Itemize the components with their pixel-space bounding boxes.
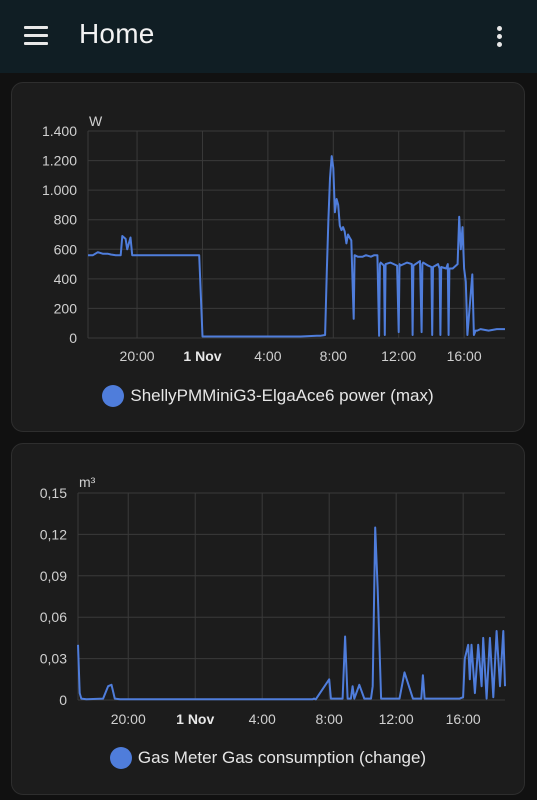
y-tick-label: 0,06	[40, 609, 67, 625]
gas-history-card: 0 0,03 0,06 0,09 0,12 0,15 20:00 1 Nov 4:00 8:00 1…	[11, 443, 525, 795]
legend-swatch	[102, 385, 125, 407]
y-tick-label: 0	[69, 330, 77, 346]
y-axis-unit: m³	[79, 474, 96, 490]
y-axis-unit: W	[89, 113, 103, 129]
x-tick-label: 16:00	[446, 711, 481, 727]
legend-label: Gas Meter Gas consumption (change)	[137, 748, 427, 767]
x-tick-label: 20:00	[120, 348, 155, 364]
y-tick-label: 400	[54, 271, 78, 287]
y-tick-label: 0,03	[40, 651, 67, 667]
chart-legend[interactable]: ShellyPMMiniG3-ElgaAce6 power (max)	[12, 385, 524, 407]
y-tick-label: 0,09	[40, 568, 67, 584]
x-tick-label: 8:00	[320, 348, 347, 364]
series-line[interactable]	[77, 526, 506, 701]
x-tick-label: 12:00	[381, 348, 416, 364]
chart-legend[interactable]: Gas Meter Gas consumption (change)	[12, 747, 524, 769]
y-tick-label: 600	[54, 241, 78, 257]
power-history-chart[interactable]: 0 200 400 600 800 1.000 1.200 1.400 20:00 1 Nov 4:…	[12, 83, 525, 432]
x-tick-label: 12:00	[379, 711, 414, 727]
page-title: Home	[79, 18, 155, 49]
x-tick-label: 1 Nov	[176, 711, 214, 727]
x-tick-label: 4:00	[249, 711, 276, 727]
y-tick-label: 0	[59, 692, 67, 708]
power-history-card: 0 200 400 600 800 1.000 1.200 1.400 20:00 1 Nov 4:…	[11, 82, 525, 432]
app-header: Home	[0, 0, 537, 73]
y-tick-label: 200	[54, 300, 78, 316]
more-vertical-icon[interactable]	[490, 24, 510, 50]
y-tick-label: 800	[54, 212, 78, 228]
gas-history-chart[interactable]: 0 0,03 0,06 0,09 0,12 0,15 20:00 1 Nov 4:00 8:00 1…	[12, 444, 525, 795]
y-tick-label: 1.000	[42, 182, 77, 198]
x-tick-label: 20:00	[111, 711, 146, 727]
x-tick-label: 8:00	[316, 711, 343, 727]
legend-swatch	[109, 747, 132, 769]
legend-label: ShellyPMMiniG3-ElgaAce6 power (max)	[130, 386, 434, 405]
y-tick-label: 0,15	[40, 485, 67, 501]
y-tick-label: 1.200	[42, 153, 77, 169]
y-tick-label: 1.400	[42, 123, 77, 139]
x-tick-label: 1 Nov	[183, 348, 221, 364]
y-tick-label: 0,12	[40, 526, 67, 542]
x-tick-label: 16:00	[447, 348, 482, 364]
hamburger-menu-icon[interactable]	[24, 26, 48, 46]
x-tick-label: 4:00	[254, 348, 281, 364]
series-line[interactable]	[88, 155, 505, 338]
